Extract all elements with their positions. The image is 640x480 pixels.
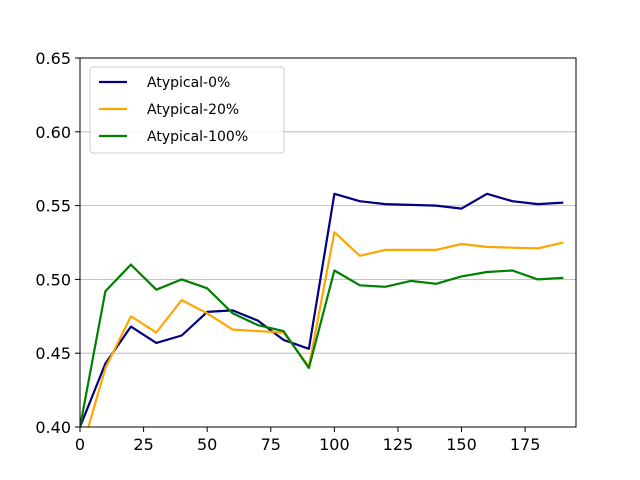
series-line-atypical-0 [80,192,564,427]
y-tick-label: 0.65 [35,49,71,68]
x-tick-label: 100 [319,435,350,454]
legend: Atypical-0% Atypical-20% Atypical-100% [89,66,285,154]
y-tick-label: 0.50 [35,270,71,289]
x-tick-label: 125 [383,435,414,454]
series-line-atypical-20 [87,231,564,427]
axes: 0.40 0.45 0.50 0.55 0.60 0.65 0 25 50 75 100 125 150… [35,49,540,454]
y-tick-label: 0.45 [35,344,71,363]
legend-label: Atypical-0% [147,75,230,91]
legend-box [89,66,285,154]
legend-label: Atypical-20% [147,102,239,118]
x-tick-label: 0 [75,435,85,454]
y-tick-label: 0.55 [35,197,71,216]
series-line-atypical-100 [80,263,564,427]
x-tick-label: 75 [261,435,281,454]
y-tick-label: 0.60 [35,123,71,142]
x-tick-label: 150 [446,435,477,454]
legend-label: Atypical-100% [147,129,248,145]
x-tick-label: 50 [197,435,217,454]
x-tick-label: 175 [510,435,541,454]
x-tick-label: 25 [133,435,153,454]
y-tick-label: 0.40 [35,418,71,437]
plot-frame [79,57,577,428]
series-lines [80,192,564,427]
